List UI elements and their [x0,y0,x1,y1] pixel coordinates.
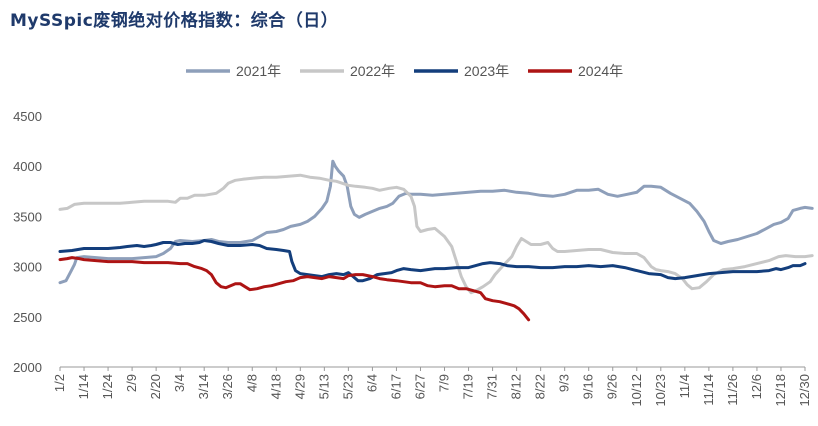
x-tick-label: 9/3 [557,374,572,392]
chart-title: MySSpic废钢绝对价格指数：综合（日） [10,11,339,31]
x-tick-label: 11/14 [701,374,716,406]
x-tick-label: 1/2 [52,374,67,392]
y-tick-label: 2000 [13,360,42,375]
series-line-4 [58,256,531,322]
x-tick-label: 6/4 [364,374,379,392]
x-tick-label: 9/16 [581,374,596,399]
x-tick-label: 7/31 [485,374,500,399]
y-tick-label: 4500 [13,109,42,124]
x-tick-label: 4/8 [244,374,259,392]
x-tick-label: 12/30 [797,374,812,407]
y-axis-ticks: 2000 2500 3000 3500 4000 4500 [13,109,42,375]
x-tick-label: 4/29 [292,374,307,399]
x-tick-label: 7/9 [437,374,452,392]
y-tick-label: 3000 [13,260,42,275]
x-tick-label: 4/18 [268,374,283,399]
x-tick-label: 2/20 [148,374,163,399]
legend-label: 2022年 [350,63,395,79]
x-tick-label: 10/23 [653,374,668,407]
y-tick-label: 4000 [13,159,42,174]
y-tick-label: 3500 [13,209,42,224]
legend-label: 2024年 [578,63,623,79]
x-tick-label: 10/12 [629,374,644,407]
x-tick-label: 6/17 [388,374,403,399]
x-tick-label: 12/6 [749,374,764,399]
x-tick-label: 3/4 [172,374,187,392]
y-tick-label: 2500 [13,310,42,325]
x-tick-label: 3/26 [220,374,235,399]
legend-label: 2023年 [464,63,509,79]
series-line-3 [58,239,807,283]
legend-label: 2021年 [236,63,281,79]
x-tick-label: 8/12 [509,374,524,399]
x-tick-label: 7/19 [461,374,476,399]
x-tick-label: 1/14 [76,374,91,399]
x-tick-label: 5/13 [316,374,331,399]
x-tick-label: 2/9 [124,374,139,392]
series-lines [58,159,814,322]
x-tick-label: 9/26 [605,374,620,399]
x-tick-label: 11/4 [677,374,692,398]
chart-legend: 2021年 2022年 2023年 2024年 [186,63,623,79]
series-line-1 [58,159,814,285]
x-tick-label: 1/24 [100,374,115,399]
x-tick-label: 6/27 [412,374,427,399]
x-tick-label: 8/22 [533,374,548,399]
x-tick-label: 11/26 [725,374,740,406]
x-tick-label: 3/14 [196,374,211,399]
x-tick-label: 5/23 [340,374,355,399]
x-axis-ticks: 1/2 1/14 1/24 2/9 2/20 3/4 3/14 3/26 4/8 4/18 4/29… [52,367,812,407]
x-tick-label: 12/18 [773,374,788,407]
